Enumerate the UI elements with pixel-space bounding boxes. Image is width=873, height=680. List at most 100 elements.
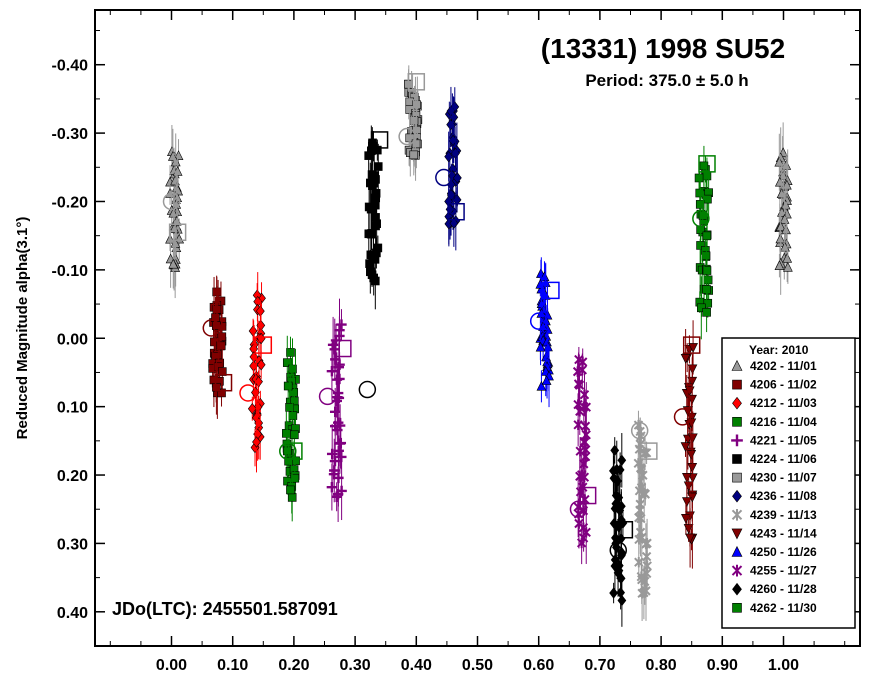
data-point [252,436,261,448]
data-point [609,587,619,599]
series-4239 [630,410,658,621]
y-tick-label: -0.40 [52,58,89,75]
data-point [535,341,546,352]
session-start-marker [529,312,548,330]
series-4212 [239,272,273,473]
series-4243 [673,320,701,569]
session-end-marker [407,73,426,91]
legend-label: 4202 - 11/01 [750,359,817,373]
legend-marker [731,434,743,447]
data-point [782,252,793,263]
data-point [449,217,459,229]
series-4236 [435,86,465,251]
data-point [579,389,590,400]
session-end-marker [334,339,352,358]
legend-item: 4262 - 11/30 [732,601,817,615]
session-end-marker [615,520,634,539]
session-start-marker [239,384,257,402]
session-end-marker [447,202,465,221]
session-end-marker [578,486,597,505]
x-tick-label: 0.70 [584,657,615,674]
session-start-marker [358,380,377,399]
x-tick-label: 0.00 [156,657,187,674]
session-start-marker [569,500,588,518]
legend-item: 4239 - 11/13 [731,508,817,522]
data-point [688,343,698,353]
session-start-marker [692,209,710,228]
data-point [331,374,343,385]
data-point [290,430,299,440]
data-point [539,271,550,282]
session-start-marker [609,541,628,560]
y-tick-label: 0.40 [57,605,88,622]
data-point [682,497,692,507]
x-tick-label: 1.00 [768,657,799,674]
data-point [536,380,547,391]
data-point [572,366,583,377]
y-tick-label: 0.10 [57,400,88,417]
session-end-marker [168,223,187,242]
legend-box [721,337,856,629]
legend-marker [732,489,742,503]
data-point [696,303,706,313]
y-tick-label: 0.00 [57,331,88,348]
data-point [634,444,645,455]
legend-marker [732,379,742,390]
data-point [286,348,295,357]
legend-label: 4216 - 11/04 [750,415,817,429]
legend-label: 4255 - 11/27 [750,564,817,578]
legend-item: 4250 - 11/26 [731,545,817,559]
data-point [702,266,712,275]
series-4230 [398,65,426,181]
legend-marker [732,396,742,410]
series-4262 [692,145,716,340]
data-point [634,534,644,545]
legend-marker [732,454,742,464]
y-tick-label: 0.20 [57,468,88,485]
legend-item: 4236 - 11/08 [732,489,817,503]
legend-label: 4243 - 11/14 [750,526,817,540]
series-4260 [609,433,634,627]
data-point [283,446,292,456]
data-point [326,448,338,460]
legend-marker [731,564,743,577]
data-point [640,488,651,500]
data-point [617,594,627,607]
legend-item: 4206 - 11/02 [732,378,817,392]
data-point [616,586,626,599]
data-point [336,319,347,330]
x-tick-label: 0.90 [707,657,738,674]
legend-label: 4230 - 11/07 [750,471,817,485]
x-tick-label: 0.80 [646,657,677,674]
epoch-annotation: JDo(LTC): 2455501.587091 [112,599,338,619]
data-point [680,442,691,452]
data-point [575,406,585,417]
data-point [284,456,293,466]
data-point [781,224,791,235]
legend-item: 4202 - 11/01 [731,359,817,373]
x-tick-label: 0.20 [278,657,309,674]
legend-marker [731,359,743,371]
data-point [774,260,785,270]
legend-marker [731,508,743,521]
series-4202 [162,125,187,299]
y-tick-label: -0.10 [52,263,89,280]
session-end-marker [682,336,701,354]
data-point [579,458,589,470]
series-4221 [318,298,352,522]
data-point [326,481,338,493]
session-end-marker [640,442,658,460]
series-4250 [529,257,560,408]
series-4202-repeat [774,122,793,295]
data-point [247,403,257,415]
data-point [702,231,712,241]
session-end-marker [370,131,389,149]
data-point [680,353,691,364]
y-tick-label: -0.30 [52,126,89,143]
legend-item: 4216 - 11/04 [732,415,817,429]
x-tick-label: 0.40 [401,657,432,674]
data-point [168,258,179,269]
legend-label: 4239 - 11/13 [750,508,817,522]
legend-item: 4243 - 11/14 [731,526,817,540]
data-point [369,273,378,283]
